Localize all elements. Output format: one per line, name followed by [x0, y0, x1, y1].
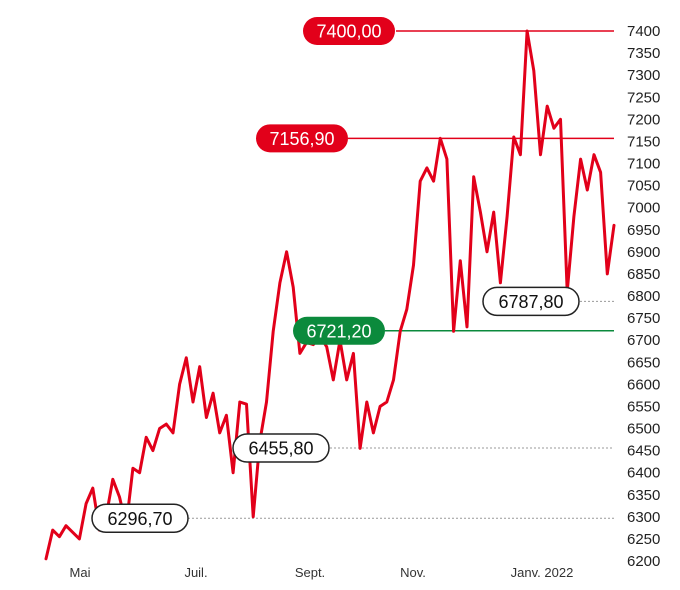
y-tick-label: 7200 — [627, 111, 660, 128]
y-tick-label: 7400 — [627, 23, 660, 40]
x-tick-label: Mai — [70, 565, 91, 580]
x-axis-ticks: Mai Juil. Sept. Nov. Janv. 2022 — [70, 565, 574, 580]
y-tick-label: 7250 — [627, 89, 660, 106]
reference-lines — [188, 30, 614, 519]
y-tick-label: 7150 — [627, 133, 660, 150]
x-tick-label: Nov. — [400, 565, 426, 580]
y-tick-label: 6850 — [627, 266, 660, 283]
badge-label: 6296,70 — [107, 509, 172, 529]
y-tick-label: 7350 — [627, 45, 660, 62]
y-tick-label: 7300 — [627, 67, 660, 84]
series-line — [44, 29, 616, 561]
y-tick-label: 6700 — [627, 332, 660, 349]
y-tick-label: 6950 — [627, 222, 660, 239]
badge-pill — [482, 286, 580, 317]
annotation-badges: 7400,00 7156,90 6721,20 6787,80 6455,80 6296,… — [91, 17, 580, 534]
badge-pill — [232, 433, 330, 463]
badge-label: 6455,80 — [248, 439, 313, 459]
series-layer — [44, 29, 616, 561]
y-tick-label: 6800 — [627, 288, 660, 305]
y-tick-label: 6550 — [627, 398, 660, 415]
y-tick-label: 6450 — [627, 443, 660, 460]
badge-label: 6787,80 — [498, 292, 563, 312]
y-tick-label: 6650 — [627, 354, 660, 371]
annotation-badge: 6721,20 — [293, 316, 385, 345]
annotation-badge: 6455,80 — [232, 433, 330, 463]
y-tick-label: 6200 — [627, 553, 660, 570]
annotation-badge: 6296,70 — [91, 503, 189, 534]
badge-pill — [303, 17, 395, 45]
x-tick-label: Juil. — [184, 565, 207, 580]
badge-pill — [91, 503, 189, 534]
y-tick-label: 6900 — [627, 244, 660, 261]
badge-label: 7156,90 — [269, 129, 334, 149]
annotation-badge: 6787,80 — [482, 286, 580, 317]
badge-pill — [256, 124, 348, 153]
y-tick-label: 6750 — [627, 310, 660, 327]
y-tick-label: 6350 — [627, 487, 660, 504]
y-tick-label: 7000 — [627, 200, 660, 217]
badge-pill — [293, 316, 385, 345]
y-tick-label: 6600 — [627, 376, 660, 393]
y-tick-label: 7050 — [627, 178, 660, 195]
y-tick-label: 6400 — [627, 465, 660, 482]
badge-label: 6721,20 — [306, 321, 371, 341]
y-tick-label: 6300 — [627, 509, 660, 526]
y-tick-label: 6500 — [627, 421, 660, 438]
annotation-badge: 7156,90 — [256, 124, 348, 153]
y-tick-label: 6250 — [627, 531, 660, 548]
x-tick-label: Sept. — [295, 565, 325, 580]
y-axis-ticks: 7400 7350 7300 7250 7200 7150 7100 7050 7000 6950… — [627, 23, 660, 570]
annotation-badge: 7400,00 — [303, 17, 395, 45]
badge-label: 7400,00 — [316, 22, 381, 42]
x-tick-label: Janv. 2022 — [511, 565, 574, 580]
y-tick-label: 7100 — [627, 156, 660, 173]
